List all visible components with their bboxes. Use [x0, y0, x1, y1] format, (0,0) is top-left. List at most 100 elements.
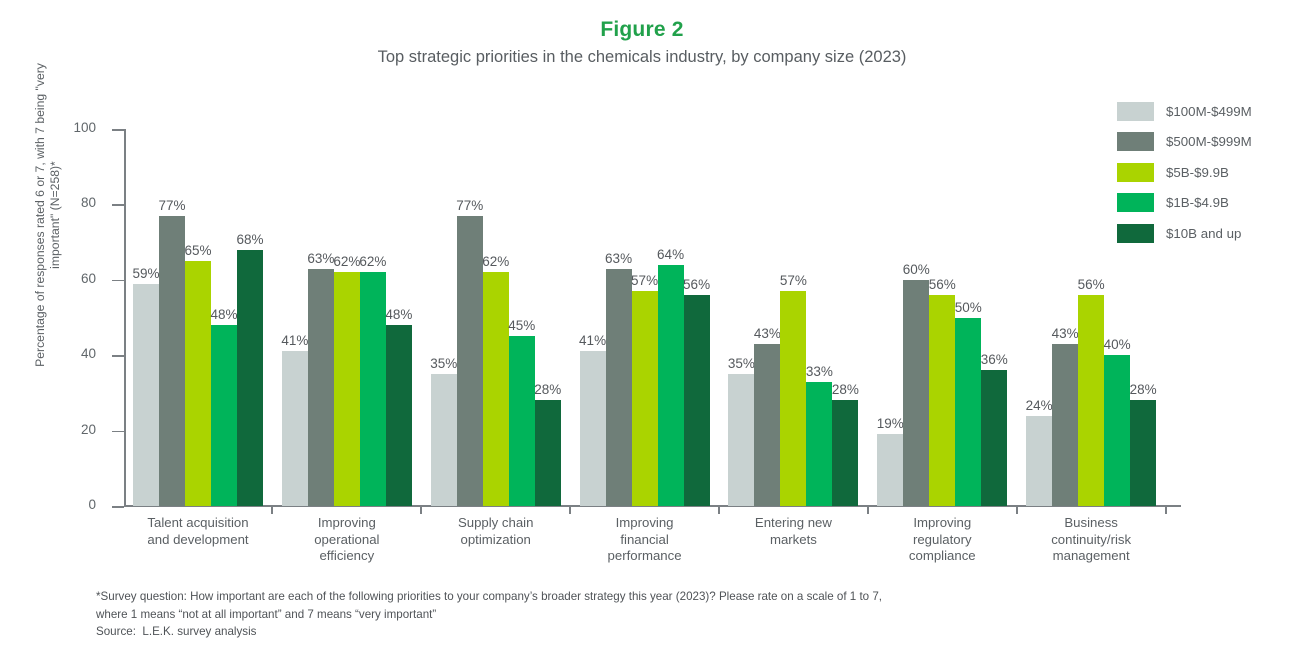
bar-rect — [1026, 415, 1053, 506]
x-axis-category-line: Entering new — [754, 515, 832, 530]
x-axis-category-line: Supply chain — [457, 515, 534, 530]
bar[interactable]: 28% — [534, 129, 561, 506]
bar[interactable]: 56% — [683, 129, 710, 506]
bar-value-label: 41% — [579, 333, 607, 349]
x-axis-tick — [420, 505, 423, 514]
bar[interactable]: 19% — [877, 129, 904, 506]
y-axis-tick-label: 60 — [80, 270, 96, 286]
bar[interactable]: 57% — [631, 129, 659, 506]
legend-label: $10B and up — [1166, 225, 1242, 241]
bar[interactable]: 60% — [902, 129, 930, 506]
bar[interactable]: 28% — [1129, 129, 1157, 506]
bar-value-label: 63% — [307, 250, 335, 266]
bar-value-label: 57% — [779, 273, 807, 289]
bar[interactable]: 41% — [281, 129, 308, 506]
bar[interactable]: 48% — [385, 129, 413, 506]
bar-rect — [430, 374, 457, 506]
bar-value-label: 35% — [727, 356, 755, 372]
bar-value-label: 43% — [753, 325, 781, 341]
bar[interactable]: 33% — [806, 129, 833, 506]
x-axis-category-line: and development — [147, 531, 249, 547]
x-axis-tick — [866, 505, 869, 514]
footnote-source: Source: L.E.K. survey analysis — [96, 625, 257, 638]
x-axis-category-line: continuity/risk — [1051, 531, 1132, 547]
x-axis-category-label: Business continuity/risk management — [1001, 515, 1181, 565]
bar-value-label: 35% — [430, 356, 458, 372]
bar-rect — [508, 336, 535, 506]
x-axis-category-label: Improving operational efficiency — [257, 515, 437, 565]
bar-value-label: 77% — [158, 197, 186, 213]
bar-rect — [133, 283, 159, 506]
bar-value-label: 28% — [1129, 382, 1157, 398]
bar-rect — [211, 325, 237, 506]
legend-item[interactable]: $10B and up — [1117, 218, 1297, 249]
bar[interactable]: 45% — [508, 129, 535, 506]
bar-value-label: 48% — [210, 307, 238, 323]
bar[interactable]: 63% — [307, 129, 335, 506]
bar[interactable]: 68% — [236, 129, 264, 506]
bar[interactable]: 36% — [981, 129, 1008, 506]
x-axis-tick — [271, 505, 274, 514]
bar[interactable]: 62% — [359, 129, 386, 506]
x-axis-category-label: Improving financial performance — [555, 515, 735, 565]
bar[interactable]: 56% — [929, 129, 956, 506]
bar[interactable]: 65% — [184, 129, 212, 506]
bar[interactable]: 64% — [657, 129, 684, 506]
bar[interactable]: 48% — [210, 129, 238, 506]
bar[interactable]: 77% — [158, 129, 186, 506]
bar-rect — [482, 272, 509, 506]
y-axis-tick-label: 100 — [73, 120, 96, 135]
bar-rect — [806, 381, 833, 506]
x-axis-category-line: efficiency — [319, 548, 375, 563]
bar[interactable]: 43% — [753, 129, 781, 506]
footnotes: *Survey question: How important are each… — [96, 588, 882, 641]
bar-rect — [385, 325, 412, 506]
bar[interactable]: 59% — [132, 129, 160, 506]
y-axis-line — [124, 129, 126, 507]
bar-value-label: 43% — [1051, 325, 1079, 341]
legend-swatch — [1117, 193, 1154, 213]
legend-item[interactable]: $1B-$4.9B — [1117, 188, 1297, 219]
bar[interactable]: 77% — [456, 129, 483, 506]
bar-rect — [780, 291, 807, 506]
legend-item[interactable]: $100M-$499M — [1117, 96, 1297, 127]
bar-rect — [579, 351, 606, 506]
x-axis-category-line: management — [1052, 548, 1130, 563]
legend-item[interactable]: $500M-$999M — [1117, 127, 1297, 158]
bar[interactable]: 35% — [727, 129, 755, 506]
y-axis-tick-label: 0 — [88, 497, 96, 512]
footnote-survey-question: *Survey question: How important are each… — [96, 590, 883, 603]
bar[interactable]: 28% — [832, 129, 859, 506]
bar-group: 35% 77% 62% 45% 28% — [430, 129, 561, 506]
bar[interactable]: 50% — [955, 129, 982, 506]
bar[interactable]: 63% — [605, 129, 632, 506]
bar[interactable]: 57% — [779, 129, 807, 506]
x-axis-category-label: Talent acquisition and development — [108, 515, 288, 548]
bar-rect — [877, 434, 904, 506]
legend-label: $5B-$9.9B — [1166, 164, 1229, 180]
legend-item[interactable]: $5B-$9.9B — [1117, 157, 1297, 188]
x-axis-category-label: Entering new markets — [703, 515, 883, 548]
bar[interactable]: 62% — [482, 129, 509, 506]
bar[interactable]: 24% — [1026, 129, 1053, 506]
bar[interactable]: 56% — [1078, 129, 1105, 506]
bar-rect — [237, 249, 263, 506]
bar-value-label: 57% — [631, 273, 659, 289]
bar[interactable]: 40% — [1104, 129, 1131, 506]
bar-rect — [456, 215, 483, 506]
x-axis-category-line: financial — [620, 531, 669, 547]
bar[interactable]: 41% — [579, 129, 607, 506]
bar[interactable]: 35% — [430, 129, 458, 506]
bar-value-label: 48% — [385, 307, 413, 323]
bar-rect — [631, 291, 658, 506]
bar-rect — [832, 400, 859, 506]
bar[interactable]: 62% — [333, 129, 360, 506]
legend-swatch — [1117, 223, 1154, 243]
bar[interactable]: 43% — [1051, 129, 1079, 506]
x-axis-category-line: regulatory — [912, 531, 972, 547]
x-axis-tick — [569, 505, 572, 514]
x-axis-category-line: compliance — [908, 548, 976, 563]
bar-group: 41% 63% 62% 62% 48% — [281, 129, 413, 506]
figure-title: Figure 2 — [600, 18, 684, 41]
bar-value-label: 60% — [902, 261, 930, 277]
